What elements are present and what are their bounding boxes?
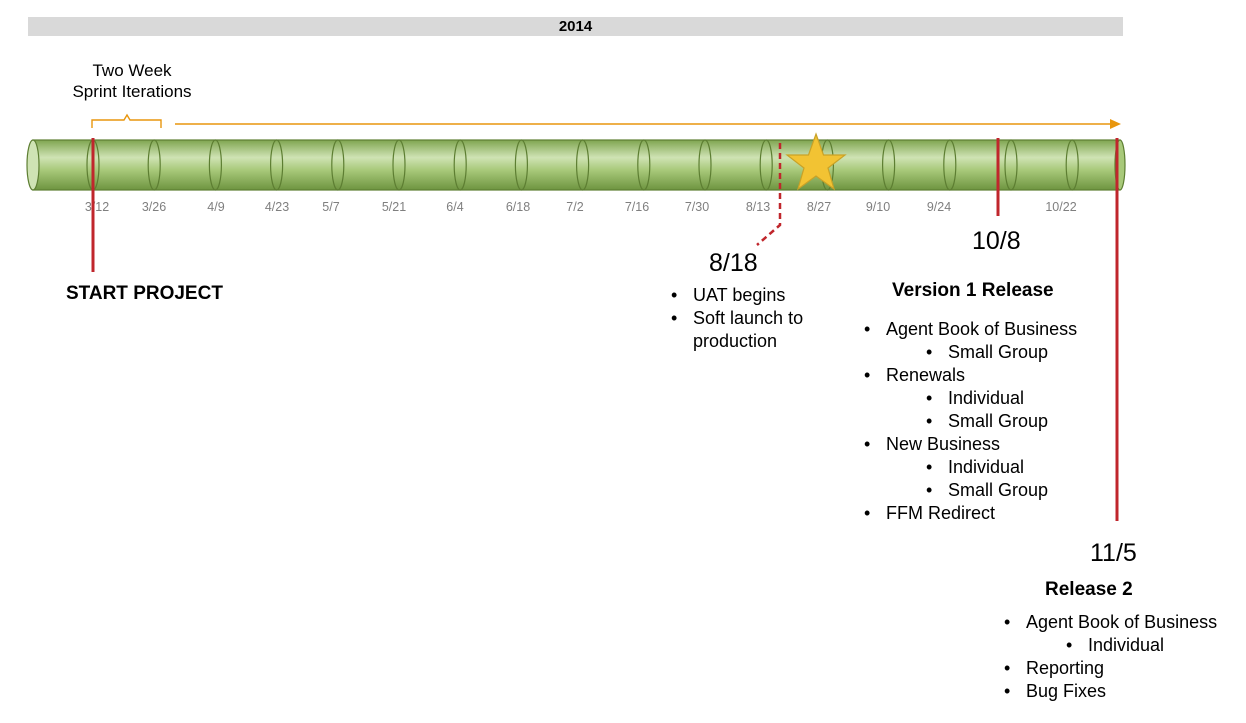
uat-list: UAT begins Soft launch to production <box>671 284 823 353</box>
pipe-segment-divider <box>514 139 529 191</box>
list-item: Small Group <box>886 341 1077 364</box>
pipe-segment-divider <box>147 139 161 191</box>
tick-label: 7/30 <box>685 200 709 214</box>
pipe-segment-divider <box>392 139 406 191</box>
start-project-label: START PROJECT <box>66 283 223 304</box>
r2-date: 11/5 <box>1090 539 1137 567</box>
r2-list: Agent Book of BusinessIndividualReportin… <box>1004 611 1217 703</box>
star-icon <box>785 132 847 191</box>
list-item: Reporting <box>1004 657 1217 680</box>
list-item: Individual <box>1026 634 1217 657</box>
tick-label: 6/18 <box>506 200 530 214</box>
tick-label: 3/26 <box>142 200 166 214</box>
list-item: Soft launch to production <box>671 307 823 353</box>
pipe-segment-divider <box>881 139 896 191</box>
pipe-segment-divider <box>637 139 651 191</box>
pipe-segments <box>86 139 1126 191</box>
v1-list: Agent Book of BusinessSmall GroupRenewal… <box>864 318 1077 525</box>
list-item: UAT begins <box>671 284 823 307</box>
tick-label: 4/9 <box>207 200 224 214</box>
pipe-segment-divider <box>698 139 712 191</box>
list-item: Individual <box>886 387 1077 410</box>
r2-title: Release 2 <box>1045 579 1133 600</box>
list-item: Bug Fixes <box>1004 680 1217 703</box>
timeline-arrow-head <box>1110 119 1121 129</box>
tick-label: 6/4 <box>446 200 463 214</box>
sprint-label: Two Week Sprint Iterations <box>72 61 192 101</box>
pipe-segment-divider <box>453 139 467 191</box>
tick-labels: 3/12 3/26 4/9 4/23 5/7 5/21 6/4 6/18 7/2 7/16 7/30… <box>85 200 1077 214</box>
list-item: New Business <box>864 433 1077 456</box>
uat-marker <box>756 143 782 246</box>
tick-label: 5/7 <box>322 200 339 214</box>
v1-title: Version 1 Release <box>892 280 1054 301</box>
tick-label: 7/2 <box>566 200 583 214</box>
list-item: Agent Book of Business <box>1004 611 1217 634</box>
list-item: Small Group <box>886 410 1077 433</box>
list-item: Renewals <box>864 364 1077 387</box>
pipe-segment-divider <box>1004 139 1018 191</box>
pipe-segment-divider <box>943 139 957 191</box>
pipe-left-cap <box>26 139 40 191</box>
tick-label: 9/24 <box>927 200 951 214</box>
list-item: FFM Redirect <box>864 502 1077 525</box>
pipe-segment-divider <box>331 139 345 191</box>
sprint-bracket <box>91 113 162 128</box>
tick-label: 7/16 <box>625 200 649 214</box>
pipe-segment-divider <box>575 139 590 191</box>
tick-label: 10/22 <box>1045 200 1076 214</box>
pipe-segment-divider <box>270 139 284 191</box>
tick-label: 5/21 <box>382 200 406 214</box>
uat-date: 8/18 <box>709 249 758 277</box>
pipe-segment-divider <box>1065 139 1079 191</box>
year-header: 2014 <box>28 17 1123 36</box>
list-item: Agent Book of Business <box>864 318 1077 341</box>
v1-date: 10/8 <box>972 227 1021 255</box>
list-item: Individual <box>886 456 1077 479</box>
tick-label: 8/13 <box>746 200 770 214</box>
pipe-segment-divider <box>759 139 773 191</box>
tick-label: 4/23 <box>265 200 289 214</box>
tick-label: 8/27 <box>807 200 831 214</box>
tick-label: 9/10 <box>866 200 890 214</box>
list-item: Small Group <box>886 479 1077 502</box>
tick-label: 3/12 <box>85 200 109 214</box>
pipe-segment-divider <box>208 139 222 191</box>
